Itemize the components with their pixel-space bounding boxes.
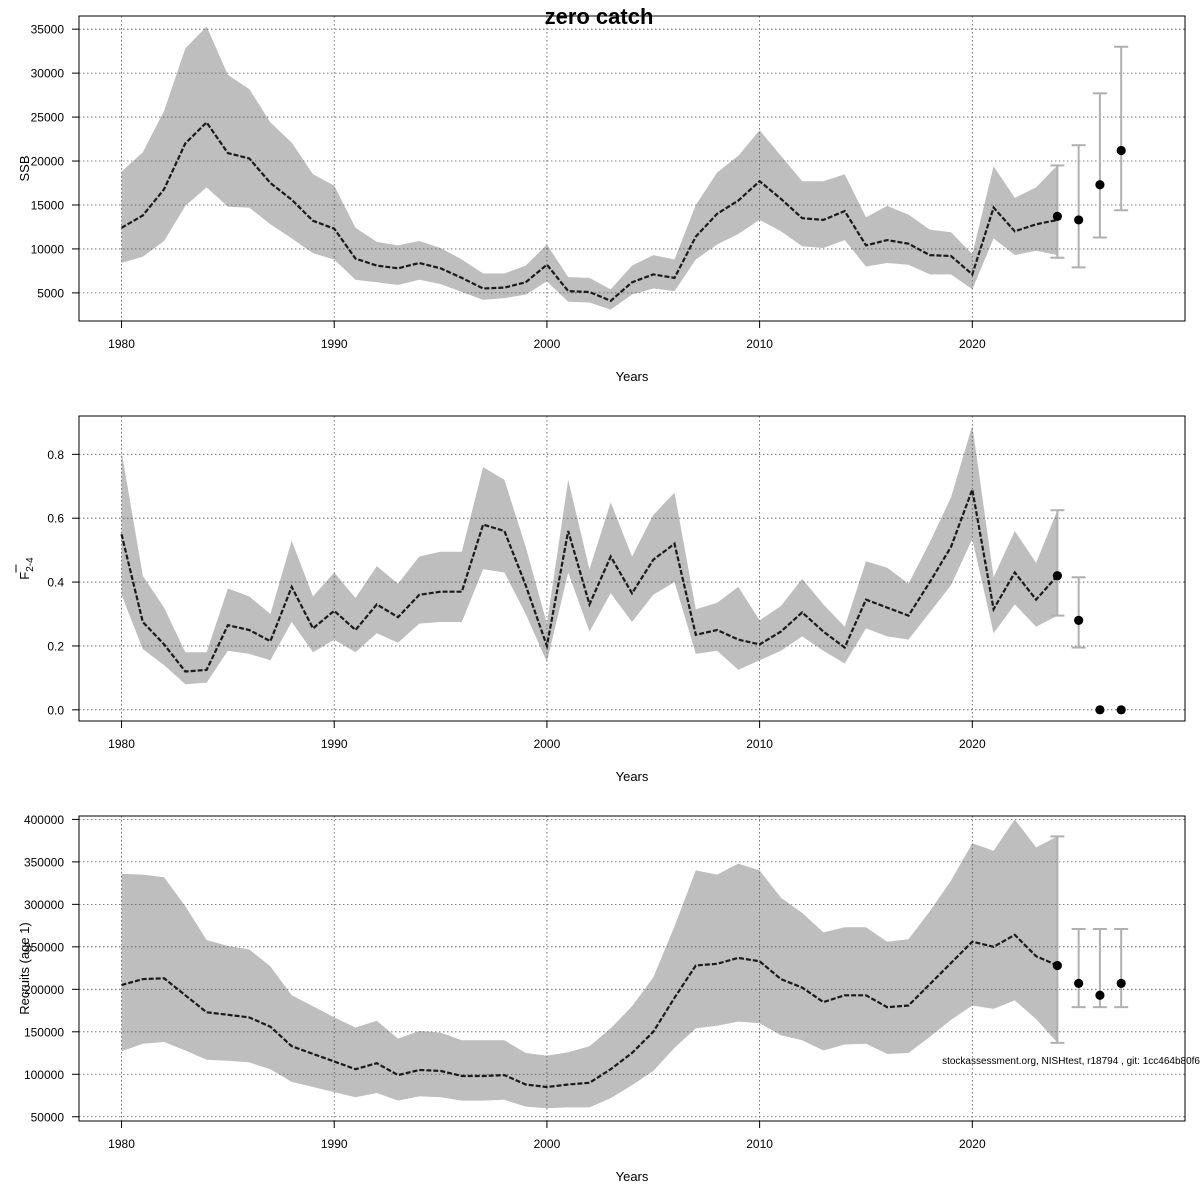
projection-point	[1074, 215, 1084, 225]
x-tick-label: 1990	[321, 337, 348, 351]
fishing-mortality-panel: 1980 1990 2000 2010 2020 0.0 0.2 0.4 0.6 0.8 Years…	[15, 415, 1186, 784]
y-tick-label: 400000	[24, 813, 64, 827]
x-tick-label: 1990	[321, 1137, 348, 1151]
confidence-band	[121, 425, 1058, 685]
y-tick-label: 250000	[24, 940, 64, 954]
x-axis-label: Years	[616, 369, 649, 384]
x-axis-label: Years	[616, 769, 649, 784]
ssb-panel: 1980 1990 2000 2010 2020 5000 10000 15000 20000 2…	[17, 15, 1186, 384]
projection-point	[1116, 145, 1126, 156]
projection-point	[1052, 571, 1062, 581]
projection-point	[1052, 211, 1062, 222]
x-tick-label: 2020	[959, 1137, 986, 1151]
projection-point	[1052, 960, 1062, 971]
x-tick-label: 1980	[108, 1137, 135, 1151]
y-tick-label: 100000	[24, 1068, 64, 1082]
y-tick-label: 10000	[31, 242, 65, 256]
y-tick-label: 150000	[24, 1025, 64, 1039]
y-tick-label: 300000	[24, 898, 64, 912]
projection-point	[1074, 615, 1084, 625]
projection-point	[1116, 705, 1126, 715]
y-tick-label: 30000	[31, 67, 65, 81]
plot-frame	[78, 15, 1186, 322]
y-tick-label: 50000	[31, 1110, 65, 1124]
y-axis-label: SSB	[17, 155, 32, 181]
y-tick-label: 0.6	[47, 512, 64, 526]
x-tick-label: 2010	[746, 337, 773, 351]
y-tick-label: 200000	[24, 983, 64, 997]
y-tick-label: 5000	[37, 286, 64, 300]
x-tick-label: 2010	[746, 737, 773, 751]
confidence-band	[121, 819, 1058, 1109]
x-tick-label: 1980	[108, 737, 135, 751]
projection-point	[1095, 990, 1105, 1000]
x-tick-label: 2020	[959, 737, 986, 751]
estimate-line	[120, 485, 1059, 673]
projection-point	[1095, 705, 1105, 715]
y-tick-label: 35000	[31, 23, 65, 37]
confidence-band	[121, 26, 1058, 310]
y-axis-label-sub: 2-4	[25, 557, 36, 572]
y-tick-label: 350000	[24, 855, 64, 869]
y-tick-label: 0.0	[47, 703, 64, 717]
projection-point	[1074, 978, 1084, 988]
x-tick-label: 1980	[108, 337, 135, 351]
y-tick-label: 25000	[31, 111, 65, 125]
plot-frame	[78, 815, 1186, 1122]
y-tick-label: 15000	[31, 198, 65, 212]
x-tick-label: 2000	[534, 337, 561, 351]
y-tick-label: 0.8	[47, 448, 64, 462]
x-tick-label: 2020	[959, 337, 986, 351]
recruits-panel: 1980 1990 2000 2010 2020 50000 100000 150000 200…	[17, 813, 1186, 1184]
estimate-line	[121, 933, 1058, 1089]
y-tick-label: 20000	[31, 155, 65, 169]
x-axis-label: Years	[616, 1169, 649, 1184]
y-axis-label: F2-4	[17, 557, 36, 580]
y-tick-label: 0.4	[47, 576, 64, 590]
x-tick-label: 2000	[534, 737, 561, 751]
projection-point	[1095, 180, 1105, 190]
estimate-line	[120, 120, 1058, 303]
y-axis-label-main: F	[17, 572, 32, 580]
footnote: stockassessment.org, NISHtest, r18794 , …	[942, 1056, 1200, 1067]
projection-point	[1116, 978, 1126, 988]
plot-frame	[78, 415, 1186, 722]
y-axis-label: Recruits (age 1)	[17, 922, 32, 1014]
x-tick-label: 2010	[746, 1137, 773, 1151]
y-tick-label: 0.2	[47, 639, 64, 653]
x-tick-label: 2000	[534, 1137, 561, 1151]
x-tick-label: 1990	[321, 737, 348, 751]
